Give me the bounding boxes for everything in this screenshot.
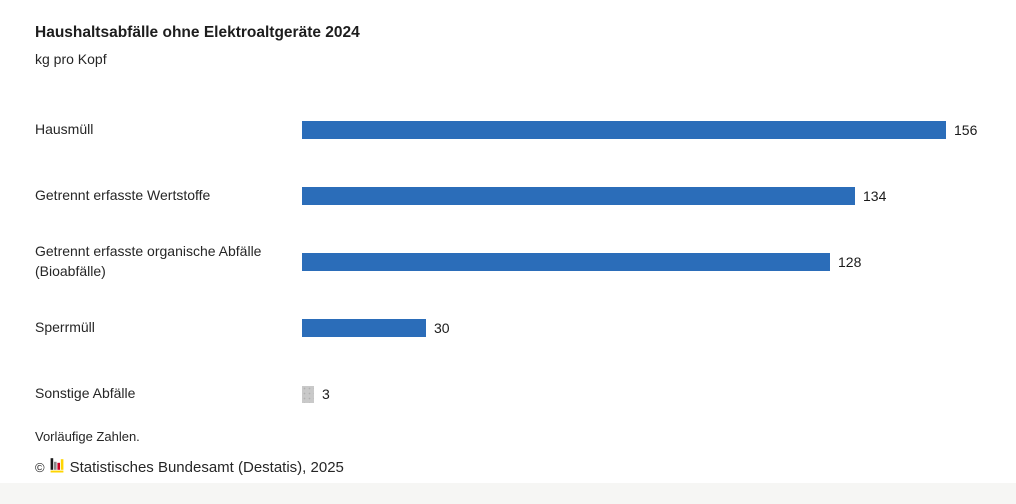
bar bbox=[302, 187, 855, 205]
value-label: 156 bbox=[954, 122, 978, 138]
bar bbox=[302, 253, 830, 271]
chart-row: Getrennt erfasste organische Abfälle (Bi… bbox=[35, 229, 1016, 295]
category-label: Getrennt erfasste organische Abfälle (Bi… bbox=[35, 243, 262, 279]
chart-canvas: Haushaltsabfälle ohne Elektroaltgeräte 2… bbox=[35, 24, 1016, 477]
value-label: 134 bbox=[863, 188, 887, 204]
category-label: Sonstige Abfälle bbox=[35, 385, 136, 402]
chart-row: Sonstige Abfälle 3 bbox=[35, 361, 1016, 427]
bar bbox=[302, 319, 426, 337]
bar-track: 3 bbox=[302, 385, 1016, 403]
chart-row: Sperrmüll 30 bbox=[35, 295, 1016, 361]
value-label: 128 bbox=[838, 254, 862, 270]
copyright-line: © Statistisches Bundesamt (Destatis), 20… bbox=[35, 457, 1016, 477]
source-text: Statistisches Bundesamt (Destatis), 2025 bbox=[69, 458, 344, 476]
bar-track: 30 bbox=[302, 319, 1016, 337]
category-label: Getrennt erfasste Wertstoffe bbox=[35, 187, 211, 204]
bar-track: 156 bbox=[302, 121, 1016, 139]
chart-row: Getrennt erfasste Wertstoffe 134 bbox=[35, 163, 1016, 229]
chart-unit-subtitle: kg pro Kopf bbox=[35, 51, 107, 67]
category-label: Sperrmüll bbox=[35, 319, 95, 336]
footnote: Vorläufige Zahlen. bbox=[35, 429, 140, 444]
bar-track: 134 bbox=[302, 187, 1016, 205]
bar bbox=[302, 121, 946, 139]
category-label: Hausmüll bbox=[35, 121, 94, 138]
bottom-strip bbox=[0, 483, 1016, 504]
destatis-logo-icon bbox=[50, 457, 64, 477]
value-label: 3 bbox=[322, 386, 330, 402]
bar-chart: Hausmüll 156 Getrennt erfasste Wertstoffe 1… bbox=[35, 97, 1016, 427]
chart-title: Haushaltsabfälle ohne Elektroaltgeräte 2… bbox=[35, 24, 360, 41]
bar-track: 128 bbox=[302, 253, 1016, 271]
bar bbox=[302, 385, 314, 403]
copyright-symbol: © bbox=[35, 459, 45, 475]
value-label: 30 bbox=[434, 320, 450, 336]
chart-row: Hausmüll 156 bbox=[35, 97, 1016, 163]
